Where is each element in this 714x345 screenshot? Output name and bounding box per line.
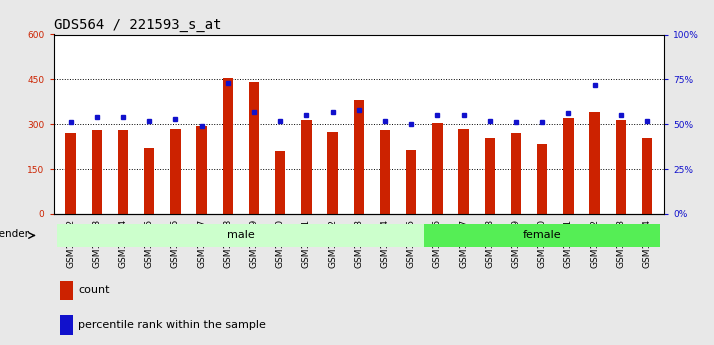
Bar: [406, 150, 416, 214]
Bar: [432, 123, 443, 214]
Bar: [327, 132, 338, 214]
Text: male: male: [227, 230, 255, 240]
Text: percentile rank within the sample: percentile rank within the sample: [78, 320, 266, 330]
Bar: [380, 130, 391, 214]
Text: count: count: [78, 286, 109, 295]
Bar: [563, 118, 573, 214]
Bar: [301, 120, 311, 214]
Bar: [60, 315, 73, 335]
Bar: [485, 138, 495, 214]
Bar: [91, 130, 102, 214]
Bar: [60, 281, 73, 300]
Bar: [589, 112, 600, 214]
Text: gender: gender: [0, 229, 29, 239]
Bar: [537, 144, 548, 214]
Bar: [170, 129, 181, 214]
Bar: [58, 224, 424, 247]
Bar: [223, 78, 233, 214]
Bar: [458, 129, 469, 214]
Text: GDS564 / 221593_s_at: GDS564 / 221593_s_at: [54, 18, 221, 32]
Text: female: female: [523, 230, 561, 240]
Bar: [248, 82, 259, 214]
Bar: [615, 120, 626, 214]
Bar: [144, 148, 154, 214]
Bar: [511, 133, 521, 214]
Bar: [424, 224, 660, 247]
Bar: [275, 151, 286, 214]
Bar: [66, 133, 76, 214]
Bar: [118, 130, 129, 214]
Bar: [196, 126, 207, 214]
Bar: [353, 100, 364, 214]
Bar: [642, 138, 652, 214]
